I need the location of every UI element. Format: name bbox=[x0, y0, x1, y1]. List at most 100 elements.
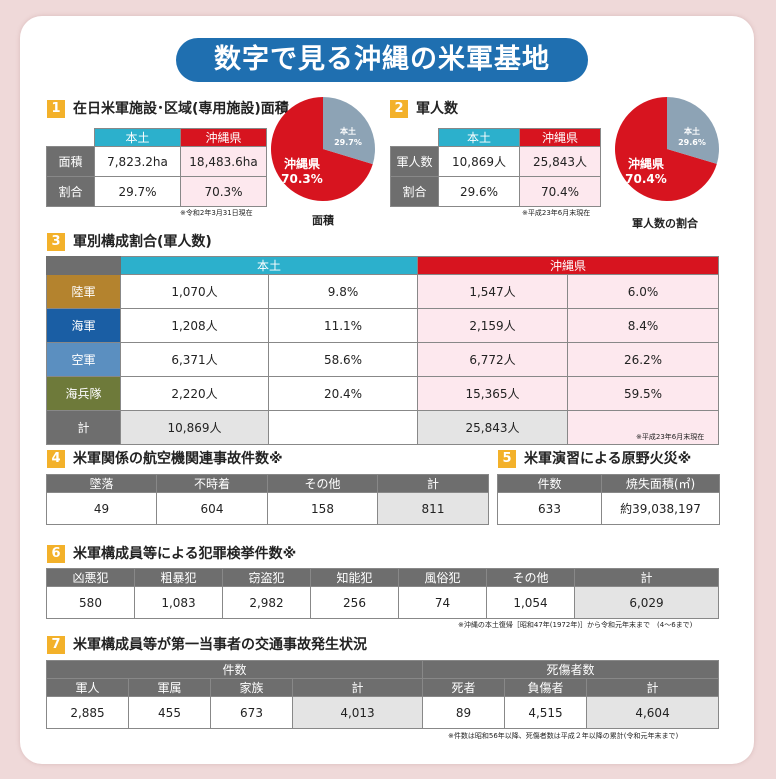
section-3-note: ※平成23年6月末現在 bbox=[636, 433, 705, 441]
cell: 10,869人 bbox=[120, 410, 269, 445]
header-cell: その他 bbox=[267, 474, 378, 493]
section-2-note: ※平成23年6月末現在 bbox=[522, 209, 591, 217]
crime-table: 凶悪犯 粗暴犯 窃盗犯 知能犯 風俗犯 その他計 580 1,083 2,982 256 74 1,… bbox=[46, 568, 719, 619]
area-pie-caption: 面積 bbox=[312, 214, 334, 227]
cell: 70.3% bbox=[180, 176, 267, 207]
pie-slice-okinawa bbox=[271, 97, 373, 201]
header-cell: 計 bbox=[291, 678, 424, 697]
header-cell: 計 bbox=[586, 678, 720, 697]
cell: 2,982 bbox=[222, 586, 311, 619]
cell: 15,365人 bbox=[417, 376, 569, 411]
personnel-pie-caption: 軍人数の割合 bbox=[632, 217, 698, 230]
total-cell: 811 bbox=[377, 492, 489, 525]
section-7-label: 米軍構成員等が第一当事者の交通事故発生状況 bbox=[73, 637, 367, 653]
header-cell: 粗暴犯 bbox=[134, 568, 223, 587]
wildfire-table: 件数 焼失面積(㎡) 633 約39,038,197 bbox=[497, 474, 720, 525]
cell: 89 bbox=[422, 696, 506, 729]
section-2-number: 2 bbox=[390, 100, 408, 118]
personnel-table: 本土 沖縄県 軍人数 10,869人 25,843人 割合 29.6% 70.4% bbox=[390, 128, 601, 207]
row-label: 面積 bbox=[46, 146, 95, 177]
header-cell: 計 bbox=[377, 474, 489, 493]
section-2-title: 2 軍人数 bbox=[390, 100, 458, 118]
header-cell: 知能犯 bbox=[310, 568, 399, 587]
section-5-label: 米軍演習による原野火災※ bbox=[524, 451, 692, 467]
cell: 29.6% bbox=[438, 176, 520, 207]
section-3-label: 軍別構成割合(軍人数) bbox=[73, 234, 212, 250]
section-6-label: 米軍構成員等による犯罪検挙件数※ bbox=[73, 546, 297, 562]
pie-pct-mainland: 29.6% bbox=[678, 138, 706, 147]
cell: 7,823.2ha bbox=[94, 146, 181, 177]
section-7-title: 7 米軍構成員等が第一当事者の交通事故発生状況 bbox=[47, 636, 367, 654]
cell: 20.4% bbox=[267, 376, 419, 411]
row-label: 割合 bbox=[390, 176, 439, 207]
cell: 59.5% bbox=[567, 376, 720, 411]
pie-label-mainland: 本土 bbox=[339, 126, 356, 136]
header-cell: その他 bbox=[486, 568, 575, 587]
corner-cell bbox=[391, 129, 439, 147]
cell: 1,208人 bbox=[120, 308, 269, 343]
cell: 604 bbox=[156, 492, 268, 525]
header-cell: 窃盗犯 bbox=[222, 568, 311, 587]
header-cell: 死者 bbox=[422, 678, 506, 697]
col-okinawa: 沖縄県 bbox=[180, 128, 267, 147]
personnel-pie-chart: 沖縄県 70.4% 本土 29.6% bbox=[615, 97, 719, 201]
traffic-accident-table: 件数 死傷者数 軍人 軍属 家族計死者 負傷者計 2,885 455 673 4,013 89 4… bbox=[45, 660, 720, 729]
total-cell: 4,604 bbox=[586, 696, 720, 729]
section-1-title: 1 在日米軍施設･区域(専用施設)面積 bbox=[47, 100, 289, 118]
row-label: 割合 bbox=[46, 176, 95, 207]
cell: 25,843人 bbox=[519, 146, 601, 177]
pie-slice-mainland bbox=[323, 97, 375, 165]
header-cell: 負傷者 bbox=[504, 678, 588, 697]
pie-label-mainland: 本土 bbox=[683, 126, 700, 136]
cell bbox=[567, 410, 720, 445]
cell: 11.1% bbox=[267, 308, 419, 343]
cell: 673 bbox=[210, 696, 293, 729]
row-label-army: 陸軍 bbox=[46, 274, 121, 309]
header-cell: 家族 bbox=[210, 678, 293, 697]
page-title: 数字で見る沖縄の米軍基地 bbox=[176, 38, 588, 82]
cell: 256 bbox=[310, 586, 399, 619]
cell: 2,885 bbox=[46, 696, 129, 729]
header-cell: 計 bbox=[574, 568, 719, 587]
col-mainland: 本土 bbox=[94, 128, 181, 147]
section-6-title: 6 米軍構成員等による犯罪検挙件数※ bbox=[47, 545, 296, 563]
section-3-title: 3 軍別構成割合(軍人数) bbox=[47, 233, 212, 251]
section-5-number: 5 bbox=[498, 450, 516, 468]
corner-cell bbox=[46, 256, 121, 275]
header-cell: 凶悪犯 bbox=[46, 568, 135, 587]
cell: 29.7% bbox=[94, 176, 181, 207]
cell: 70.4% bbox=[519, 176, 601, 207]
area-pie-chart: 沖縄県 70.3% 本土 29.7% bbox=[271, 97, 375, 201]
pie-slice-okinawa bbox=[615, 97, 717, 201]
section-1-label: 在日米軍施設･区域(専用施設)面積 bbox=[73, 101, 289, 117]
section-3-number: 3 bbox=[47, 233, 65, 251]
cell: 158 bbox=[267, 492, 378, 525]
section-6-number: 6 bbox=[47, 545, 65, 563]
cell: 26.2% bbox=[567, 342, 720, 377]
corner-cell bbox=[47, 129, 95, 147]
cell: 49 bbox=[46, 492, 157, 525]
cell: 18,483.6ha bbox=[180, 146, 267, 177]
header-cell: 墜落 bbox=[46, 474, 157, 493]
header-cell: 軍人 bbox=[46, 678, 129, 697]
group-header-casualties: 死傷者数 bbox=[422, 660, 720, 679]
cell: 6,371人 bbox=[120, 342, 269, 377]
area-table: 本土 沖縄県 面積 7,823.2ha 18,483.6ha 割合 29.7% 70.3% bbox=[46, 128, 267, 207]
cell: 2,159人 bbox=[417, 308, 569, 343]
row-label-navy: 海軍 bbox=[46, 308, 121, 343]
header-cell: 件数 bbox=[497, 474, 602, 493]
pie-pct-mainland: 29.7% bbox=[334, 138, 362, 147]
cell: 6.0% bbox=[567, 274, 720, 309]
cell: 633 bbox=[497, 492, 602, 525]
total-cell: 4,013 bbox=[291, 696, 424, 729]
section-4-title: 4 米軍関係の航空機関連事故件数※ bbox=[47, 450, 283, 468]
section-7-number: 7 bbox=[47, 636, 65, 654]
total-cell: 6,029 bbox=[574, 586, 719, 619]
cell: 4,515 bbox=[504, 696, 588, 729]
cell: 1,547人 bbox=[417, 274, 569, 309]
branch-table: 本土 沖縄県 陸軍 1,070人 9.8% 1,547人 6.0% 海軍 1,208人 11.… bbox=[46, 256, 720, 445]
group-header-cases: 件数 bbox=[45, 660, 424, 679]
section-1-note: ※令和2年3月31日現在 bbox=[180, 209, 253, 217]
header-cell: 不時着 bbox=[156, 474, 268, 493]
cell: 10,869人 bbox=[438, 146, 520, 177]
